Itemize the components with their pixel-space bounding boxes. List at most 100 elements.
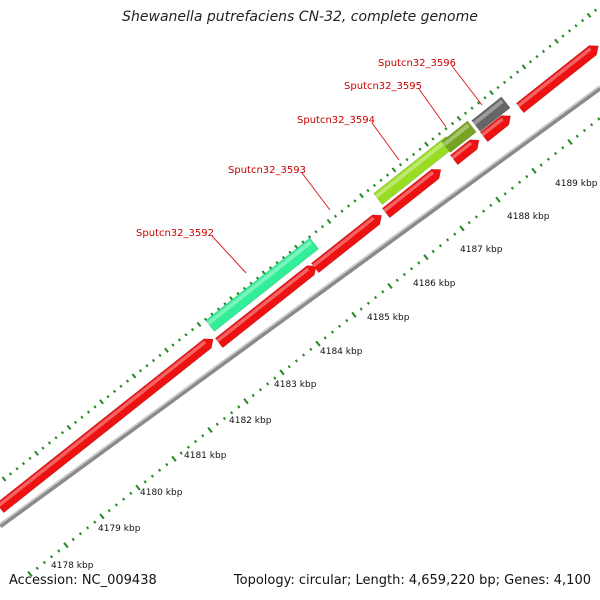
outer-tick-mark bbox=[502, 80, 507, 85]
outer-tick-mark bbox=[112, 389, 117, 394]
outer-tick-mark bbox=[236, 291, 240, 296]
inner-tick-mark bbox=[215, 422, 219, 426]
inner-tick-mark bbox=[71, 537, 75, 542]
gene-label-sputcn32-3593: Sputcn32_3593 bbox=[228, 165, 331, 211]
outer-tick-mark bbox=[151, 358, 156, 363]
inner-tick-mark bbox=[423, 254, 429, 261]
outer-tick-mark bbox=[593, 8, 598, 12]
outer-tick-mark bbox=[21, 461, 26, 466]
scale-label: 4182 kbp bbox=[229, 416, 272, 426]
outer-tick-mark bbox=[86, 410, 91, 414]
scale-label: 4178 kbp bbox=[51, 561, 94, 571]
inner-tick-mark bbox=[135, 484, 141, 491]
scale-label: 4180 kbp bbox=[140, 488, 183, 498]
outer-tick-mark bbox=[580, 18, 585, 23]
inner-tick-mark bbox=[510, 186, 514, 190]
outer-tick-mark bbox=[138, 369, 143, 373]
outer-tick-mark bbox=[307, 235, 312, 239]
inner-tick-mark bbox=[395, 278, 399, 282]
outer-tick-mark bbox=[333, 214, 338, 218]
outer-tick-mark bbox=[73, 420, 78, 425]
outer-tick-mark bbox=[190, 327, 195, 332]
inner-tick-mark bbox=[165, 462, 169, 467]
outer-tick-mark bbox=[444, 127, 448, 131]
outer-tick-mark bbox=[515, 70, 520, 74]
scale-label: 4189 kbp bbox=[555, 179, 598, 189]
inner-tick-mark bbox=[129, 491, 133, 496]
inner-tick-mark bbox=[518, 180, 522, 184]
label-leader-line bbox=[211, 235, 247, 274]
outer-tick-mark bbox=[541, 49, 546, 54]
outer-tick-mark bbox=[281, 255, 286, 260]
outer-tick-mark bbox=[210, 312, 214, 316]
forward-cds-block bbox=[515, 45, 599, 114]
outer-tick-mark bbox=[8, 472, 13, 476]
inner-tick-mark bbox=[597, 117, 600, 121]
inner-tick-mark bbox=[567, 138, 573, 146]
inner-tick-mark bbox=[323, 336, 327, 340]
outer-tick-mark bbox=[320, 224, 325, 229]
inner-tick-mark bbox=[35, 566, 39, 570]
outer-tick-mark bbox=[66, 424, 72, 431]
inner-tick-mark bbox=[194, 439, 198, 444]
outer-tick-mark bbox=[145, 364, 149, 368]
outer-tick-mark bbox=[561, 34, 565, 38]
inner-tick-mark bbox=[351, 311, 357, 318]
forward-cds-block bbox=[214, 265, 317, 349]
outer-tick-mark bbox=[496, 85, 500, 90]
outer-tick-mark bbox=[548, 44, 552, 48]
inner-tick-mark bbox=[446, 238, 450, 242]
gene-sputcn32-3592-block bbox=[205, 237, 320, 332]
outer-tick-mark bbox=[424, 141, 429, 147]
inner-tick-mark bbox=[243, 398, 249, 405]
outer-tick-mark bbox=[450, 121, 455, 126]
inner-tick-mark bbox=[27, 570, 33, 578]
outer-tick-mark bbox=[164, 347, 169, 353]
gene-layer bbox=[205, 96, 511, 332]
inner-tick-mark bbox=[387, 282, 393, 290]
outer-tick-mark bbox=[177, 338, 182, 342]
outer-tick-mark bbox=[203, 317, 208, 321]
inner-tick-mark bbox=[453, 232, 457, 236]
outer-tick-mark bbox=[99, 399, 104, 405]
backbone-highlight bbox=[0, 85, 600, 525]
inner-tick-mark bbox=[474, 215, 478, 219]
label-leader-line bbox=[301, 172, 331, 211]
forward-cds-block bbox=[0, 338, 214, 514]
scale-label: 4186 kbp bbox=[413, 279, 456, 289]
scale-label: 4184 kbp bbox=[320, 347, 363, 357]
gene-label-text: Sputcn32_3592 bbox=[136, 228, 214, 239]
outer-tick-mark bbox=[275, 260, 279, 265]
outer-tick-mark bbox=[411, 152, 416, 157]
inner-tick-mark bbox=[531, 167, 537, 174]
inner-tick-mark bbox=[237, 405, 241, 409]
inner-tick-mark bbox=[201, 434, 205, 438]
inner-tick-mark bbox=[330, 330, 334, 334]
outer-tick-mark bbox=[567, 29, 572, 33]
scale-label: 4188 kbp bbox=[507, 212, 550, 222]
outer-tick-mark bbox=[528, 60, 533, 64]
inner-tick-mark bbox=[459, 225, 465, 232]
outer-tick-mark bbox=[131, 373, 137, 379]
label-leader-line bbox=[418, 88, 447, 128]
gene-sputcn32-3596-block bbox=[471, 96, 511, 132]
inner-tick-mark bbox=[86, 526, 90, 530]
inner-tick-mark bbox=[315, 340, 321, 347]
forward-cds-block bbox=[449, 139, 480, 166]
outer-tick-mark bbox=[28, 456, 32, 461]
outer-tick-mark bbox=[418, 147, 422, 151]
inner-tick-mark bbox=[467, 220, 471, 225]
outer-tick-mark bbox=[268, 266, 273, 270]
inner-tick-mark bbox=[251, 393, 255, 398]
outer-tick-mark bbox=[223, 302, 227, 306]
inner-tick-mark bbox=[575, 134, 579, 138]
outer-tick-mark bbox=[288, 250, 292, 255]
inner-tick-mark bbox=[374, 295, 378, 300]
inner-tick-mark bbox=[230, 411, 234, 415]
gene-label-text: Sputcn32_3596 bbox=[378, 58, 456, 69]
inner-tick-mark bbox=[554, 151, 558, 156]
outer-tick-mark bbox=[521, 64, 527, 70]
inner-tick-mark bbox=[279, 369, 285, 376]
inner-tick-mark bbox=[42, 560, 46, 565]
